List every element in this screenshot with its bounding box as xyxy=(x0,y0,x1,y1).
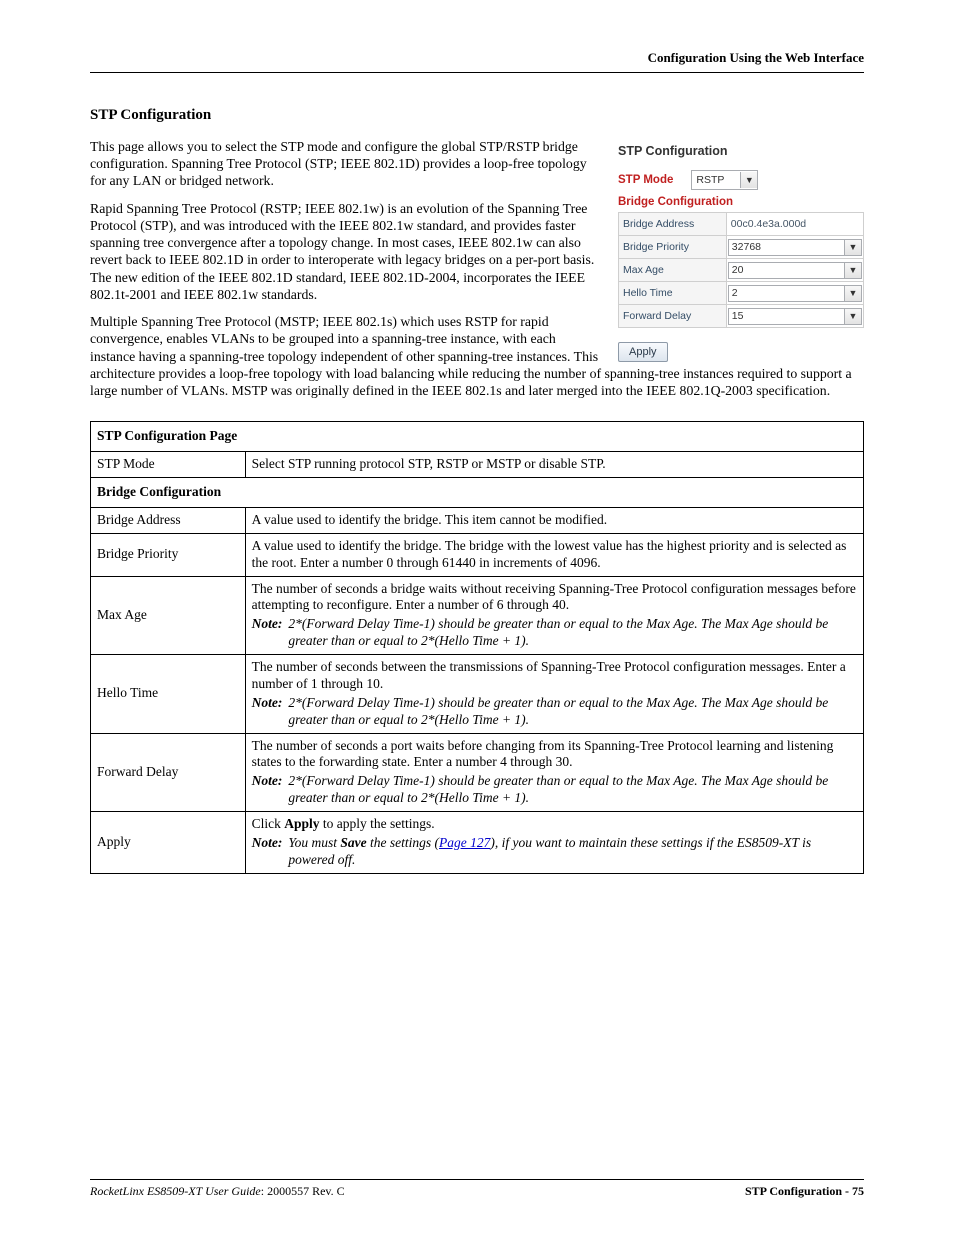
row-max-age-text: The number of seconds a bridge waits wit… xyxy=(252,581,857,615)
row-apply-note: You must Save the settings (Page 127), i… xyxy=(288,835,857,869)
apply-button[interactable]: Apply xyxy=(618,342,668,362)
row-max-age-label: Max Age xyxy=(91,576,246,655)
page-link[interactable]: Page 127 xyxy=(439,835,490,850)
forward-delay-label: Forward Delay xyxy=(619,305,727,328)
row-bridge-addr-label: Bridge Address xyxy=(91,507,246,533)
row-hello-desc: The number of seconds between the transm… xyxy=(245,655,863,734)
bridge-config-title: Bridge Configuration xyxy=(618,196,864,208)
chevron-down-icon[interactable]: ▼ xyxy=(845,285,862,302)
footer-guide-name: RocketLinx ES8509-XT User Guide xyxy=(90,1184,261,1198)
table-head: STP Configuration Page xyxy=(91,422,864,452)
row-max-age-desc: The number of seconds a bridge waits wit… xyxy=(245,576,863,655)
row-fwd-desc: The number of seconds a port waits befor… xyxy=(245,733,863,812)
row-apply-note-bold: Save xyxy=(340,835,366,850)
row-hello-label: Hello Time xyxy=(91,655,246,734)
bridge-priority-value: 32768 xyxy=(728,239,845,256)
footer-right: STP Configuration - 75 xyxy=(745,1184,864,1199)
forward-delay-value: 15 xyxy=(728,308,845,325)
row-apply-desc: Click Apply to apply the settings. Note:… xyxy=(245,812,863,874)
stp-config-panel: STP Configuration STP Mode RSTP ▼ Bridge… xyxy=(618,144,864,362)
row-apply-pre: Click xyxy=(252,816,285,831)
row-apply-note-mid: the settings ( xyxy=(367,835,439,850)
row-bridge-prio-label: Bridge Priority xyxy=(91,533,246,576)
row-bridge-addr-desc: A value used to identify the bridge. Thi… xyxy=(245,507,863,533)
footer-left: RocketLinx ES8509-XT User Guide: 2000557… xyxy=(90,1184,345,1199)
page-footer: RocketLinx ES8509-XT User Guide: 2000557… xyxy=(90,1179,864,1199)
header-rule xyxy=(90,72,864,73)
chevron-down-icon[interactable]: ▼ xyxy=(845,262,862,279)
chevron-down-icon[interactable]: ▼ xyxy=(845,239,862,256)
chevron-down-icon[interactable]: ▼ xyxy=(845,308,862,325)
row-apply-label: Apply xyxy=(91,812,246,874)
max-age-label: Max Age xyxy=(619,259,727,282)
hello-time-label: Hello Time xyxy=(619,282,727,305)
row-fwd-note: 2*(Forward Delay Time-1) should be great… xyxy=(288,773,857,807)
row-apply-bold: Apply xyxy=(284,816,319,831)
section-title: STP Configuration xyxy=(90,107,864,124)
row-apply-text: Click Apply to apply the settings. xyxy=(252,816,857,833)
stp-mode-value: RSTP xyxy=(692,174,740,186)
row-bridge-cfg: Bridge Configuration xyxy=(91,478,864,508)
bridge-address-value: 00c0.4e3a.000d xyxy=(726,213,863,236)
hello-time-value: 2 xyxy=(728,285,845,302)
hello-time-select[interactable]: 2 ▼ xyxy=(728,285,862,302)
note-label: Note: xyxy=(252,835,283,869)
stp-mode-select[interactable]: RSTP ▼ xyxy=(691,170,758,190)
note-label: Note: xyxy=(252,695,283,729)
row-stp-mode-desc: Select STP running protocol STP, RSTP or… xyxy=(245,452,863,478)
row-apply-post: to apply the settings. xyxy=(320,816,435,831)
panel-title: STP Configuration xyxy=(618,144,864,158)
bridge-address-label: Bridge Address xyxy=(619,213,727,236)
stp-description-table: STP Configuration Page STP Mode Select S… xyxy=(90,421,864,873)
page-header-right: Configuration Using the Web Interface xyxy=(90,50,864,72)
max-age-value: 20 xyxy=(728,262,845,279)
row-fwd-text: The number of seconds a port waits befor… xyxy=(252,738,857,772)
row-bridge-prio-desc: A value used to identify the bridge. The… xyxy=(245,533,863,576)
bridge-priority-label: Bridge Priority xyxy=(619,236,727,259)
chevron-down-icon[interactable]: ▼ xyxy=(740,172,757,188)
row-hello-text: The number of seconds between the transm… xyxy=(252,659,857,693)
row-fwd-label: Forward Delay xyxy=(91,733,246,812)
row-apply-note-pre: You must xyxy=(288,835,340,850)
footer-rev: : 2000557 Rev. C xyxy=(261,1184,345,1198)
bridge-config-table: Bridge Address 00c0.4e3a.000d Bridge Pri… xyxy=(618,212,864,328)
bridge-priority-select[interactable]: 32768 ▼ xyxy=(728,239,862,256)
stp-mode-label: STP Mode xyxy=(618,174,673,186)
row-hello-note: 2*(Forward Delay Time-1) should be great… xyxy=(288,695,857,729)
note-label: Note: xyxy=(252,773,283,807)
forward-delay-select[interactable]: 15 ▼ xyxy=(728,308,862,325)
max-age-select[interactable]: 20 ▼ xyxy=(728,262,862,279)
note-label: Note: xyxy=(252,616,283,650)
row-max-age-note: 2*(Forward Delay Time-1) should be great… xyxy=(288,616,857,650)
row-stp-mode-label: STP Mode xyxy=(91,452,246,478)
